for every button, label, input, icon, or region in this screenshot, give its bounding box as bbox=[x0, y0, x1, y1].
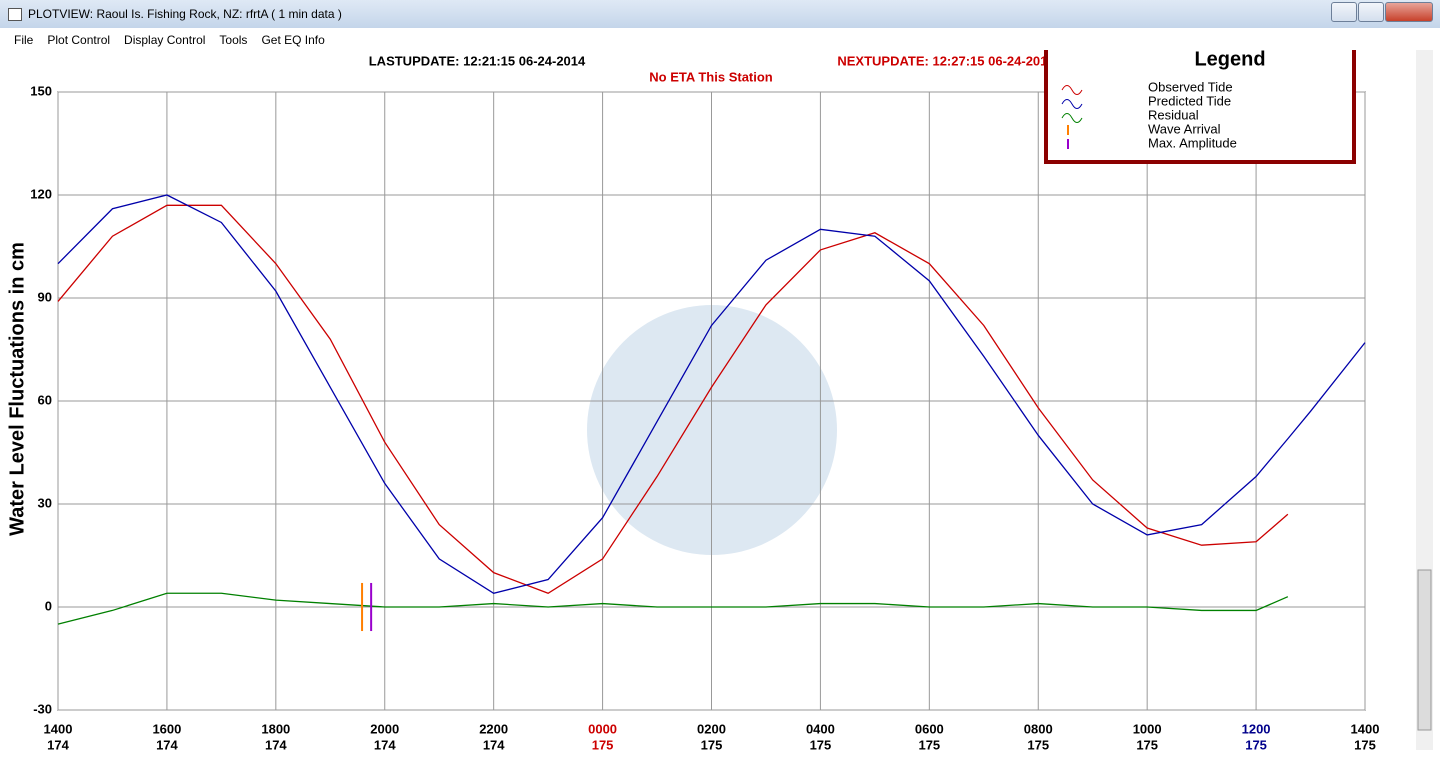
menu-item[interactable]: Plot Control bbox=[47, 33, 111, 47]
x-tick-day: 174 bbox=[483, 737, 505, 752]
x-tick-day: 175 bbox=[1136, 737, 1158, 752]
y-tick-label: 0 bbox=[45, 598, 52, 613]
y-tick-label: 120 bbox=[30, 186, 52, 201]
x-tick-label: 0000 bbox=[588, 721, 617, 736]
x-tick-label: 1800 bbox=[261, 721, 290, 736]
series-line bbox=[57, 592, 1289, 625]
series-line bbox=[57, 204, 1289, 594]
title-bar: PLOTVIEW: Raoul Is. Fishing Rock, NZ: rf… bbox=[0, 0, 1440, 28]
legend-label: Residual bbox=[1148, 107, 1199, 122]
x-tick-label: 0400 bbox=[806, 721, 835, 736]
x-tick-day: 174 bbox=[374, 737, 396, 752]
minimize-button[interactable] bbox=[1331, 2, 1357, 22]
x-tick-day: 175 bbox=[810, 737, 832, 752]
x-tick-label: 1000 bbox=[1133, 721, 1162, 736]
last-update: LASTUPDATE: 12:21:15 06-24-2014 bbox=[369, 53, 586, 68]
menu-item[interactable]: Get EQ Info bbox=[261, 33, 325, 47]
legend-swatch bbox=[1061, 113, 1083, 123]
x-tick-label: 1200 bbox=[1242, 721, 1271, 736]
legend-box bbox=[1044, 50, 1356, 164]
x-tick-day: 174 bbox=[156, 737, 178, 752]
x-tick-day: 175 bbox=[701, 737, 723, 752]
close-button[interactable] bbox=[1385, 2, 1433, 22]
x-tick-day: 175 bbox=[592, 737, 614, 752]
series-line bbox=[57, 194, 1366, 594]
x-tick-label: 0800 bbox=[1024, 721, 1053, 736]
y-tick-label: 90 bbox=[38, 289, 52, 304]
y-tick-label: 60 bbox=[38, 392, 52, 407]
legend-swatch bbox=[1061, 85, 1083, 95]
x-tick-day: 174 bbox=[47, 737, 69, 752]
x-tick-label: 2000 bbox=[370, 721, 399, 736]
menu-item[interactable]: File bbox=[14, 33, 34, 47]
scroll-thumb[interactable] bbox=[1417, 569, 1432, 731]
x-tick-day: 175 bbox=[1245, 737, 1267, 752]
window-title: PLOTVIEW: Raoul Is. Fishing Rock, NZ: rf… bbox=[28, 7, 342, 21]
x-tick-label: 1600 bbox=[152, 721, 181, 736]
menu-item[interactable]: Tools bbox=[219, 33, 248, 47]
maximize-button[interactable] bbox=[1358, 2, 1384, 22]
x-tick-label: 1400 bbox=[44, 721, 73, 736]
menu-bar: File Plot Control Display Control Tools Get … bbox=[0, 30, 1440, 50]
x-tick-day: 175 bbox=[918, 737, 940, 752]
y-axis-label: Water Level Fluctuations in cm bbox=[6, 242, 28, 536]
next-update: NEXTUPDATE: 12:27:15 06-24-2014 bbox=[837, 53, 1055, 68]
legend-label: Predicted Tide bbox=[1148, 93, 1231, 108]
menu-item[interactable]: Display Control bbox=[124, 33, 206, 47]
legend-swatch bbox=[1061, 99, 1083, 109]
app-icon bbox=[8, 8, 22, 21]
legend-title: Legend bbox=[1194, 50, 1265, 70]
y-tick-label: -30 bbox=[33, 701, 52, 716]
legend-label: Observed Tide bbox=[1148, 79, 1233, 94]
x-tick-day: 175 bbox=[1354, 737, 1376, 752]
legend-label: Max. Amplitude bbox=[1148, 135, 1237, 150]
y-tick-label: 30 bbox=[38, 495, 52, 510]
x-tick-label: 2200 bbox=[479, 721, 508, 736]
x-tick-label: 0200 bbox=[697, 721, 726, 736]
x-tick-label: 1400 bbox=[1351, 721, 1380, 736]
eta-note: No ETA This Station bbox=[649, 69, 773, 84]
x-tick-day: 174 bbox=[265, 737, 287, 752]
x-tick-label: 0600 bbox=[915, 721, 944, 736]
chart: LASTUPDATE: 12:21:15 06-24-2014 NEXTUPDA… bbox=[6, 50, 1433, 752]
x-tick-day: 175 bbox=[1027, 737, 1049, 752]
y-tick-label: 150 bbox=[30, 83, 52, 98]
legend-label: Wave Arrival bbox=[1148, 121, 1221, 136]
